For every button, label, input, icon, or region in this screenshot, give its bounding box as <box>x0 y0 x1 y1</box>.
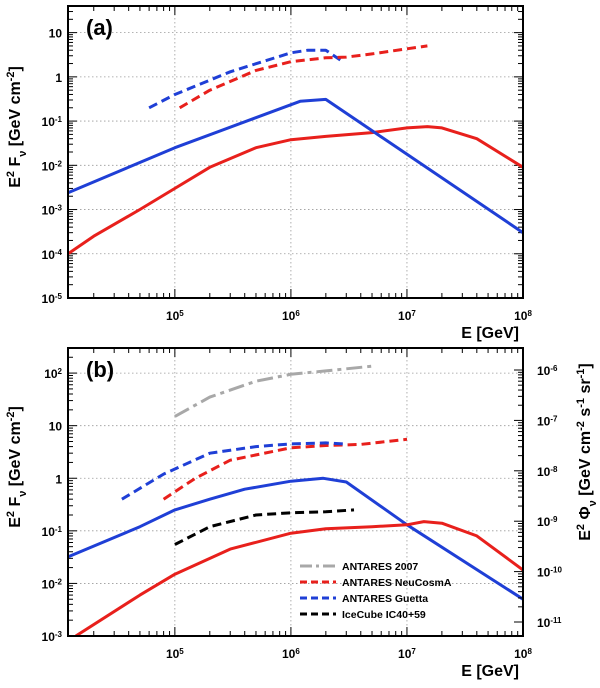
y2-axis-label: E2 Φν [GeV cm-2 s-1 sr-1] <box>575 363 599 540</box>
y-tick-label: 10-4 <box>42 247 63 262</box>
legend-label: ANTARES NeuCosmA <box>342 577 452 589</box>
y-tick-label: 10 <box>49 27 63 41</box>
y-axis-label: E2 Fν [GeV cm-2] <box>5 406 29 528</box>
y2-tick-label: 10-7 <box>537 414 558 429</box>
x-axis-label: E [GeV] <box>461 325 519 342</box>
y-tick-label: 1 <box>55 472 62 486</box>
x-tick-label: 108 <box>514 309 532 324</box>
panel-b: 105 106 107 10810-310-210-111010210-1110-10… <box>5 347 599 680</box>
legend-label: IceCube IC40+59 <box>342 609 426 621</box>
series-blue-dashed-2 <box>148 48 344 110</box>
x-tick-label: 108 <box>514 647 532 662</box>
panel-label: (a) <box>86 15 113 40</box>
series-red-solid-0 <box>68 125 523 256</box>
x-tick-label: 105 <box>166 647 184 662</box>
series-antares-2007 <box>174 364 373 418</box>
y2-tick-label: 10-10 <box>537 565 562 580</box>
y2-tick-label: 10-6 <box>537 364 558 379</box>
y-tick-label: 102 <box>44 367 62 382</box>
y-tick-label: 1 <box>55 71 62 85</box>
y-tick-label: 10-3 <box>42 203 63 218</box>
legend-label: ANTARES Guetta <box>342 593 428 605</box>
y-tick-label: 10-1 <box>42 115 63 129</box>
legend-label: ANTARES 2007 <box>342 561 418 573</box>
panel-label: (b) <box>86 357 114 382</box>
series-red-solid-5 <box>74 520 523 636</box>
y-axis-label: E2 Fν [GeV cm-2] <box>5 66 29 188</box>
x-tick-label: 106 <box>282 309 300 324</box>
y-tick-label: 10-3 <box>42 630 63 645</box>
y2-tick-label: 10-8 <box>537 464 558 479</box>
y2-tick-label: 10-9 <box>537 515 558 530</box>
y-tick-label: 10-2 <box>42 577 63 592</box>
x-tick-label: 106 <box>282 647 300 662</box>
panel-a: 105 106 107 108 10-5 10-4 10-3 10-2 10-1 1 10 E2 Fν… <box>5 5 532 342</box>
series-icecube-ic40-59 <box>174 508 355 546</box>
x-axis-label: E [GeV] <box>461 663 519 680</box>
plot-frame <box>67 5 524 299</box>
y-tick-label: 10-2 <box>42 159 63 174</box>
series-blue-solid-4 <box>68 476 523 601</box>
y-tick-label: 10-5 <box>42 292 63 307</box>
x-tick-label: 107 <box>398 309 416 324</box>
x-tick-label: 107 <box>398 647 416 662</box>
y-tick-label: 10 <box>49 420 63 434</box>
y-tick-label: 10-1 <box>42 524 63 539</box>
series-antares-neucosma <box>162 437 408 501</box>
x-tick-label: 105 <box>166 309 184 324</box>
y2-tick-label: 10-11 <box>537 616 562 631</box>
series-red-dashed-3 <box>178 44 428 110</box>
series-blue-solid-1 <box>68 97 523 234</box>
plot-frame <box>67 347 524 637</box>
series-antares-guetta <box>121 441 343 501</box>
